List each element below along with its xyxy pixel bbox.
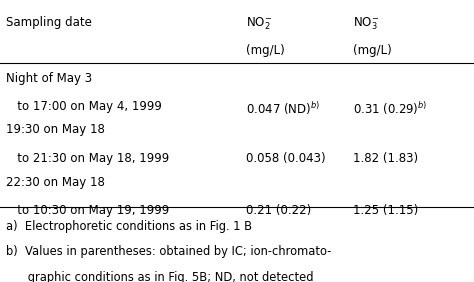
Text: 1.82 (1.83): 1.82 (1.83)	[353, 152, 418, 165]
Text: to 17:00 on May 4, 1999: to 17:00 on May 4, 1999	[6, 100, 162, 113]
Text: 22:30 on May 18: 22:30 on May 18	[6, 176, 105, 189]
Text: (mg/L): (mg/L)	[246, 44, 285, 57]
Text: Night of May 3: Night of May 3	[6, 72, 92, 85]
Text: 19:30 on May 18: 19:30 on May 18	[6, 123, 105, 136]
Text: a)  Electrophoretic conditions as in Fig. 1 B: a) Electrophoretic conditions as in Fig.…	[6, 220, 252, 233]
Text: 0.21 (0.22): 0.21 (0.22)	[246, 204, 312, 217]
Text: 1.25 (1.15): 1.25 (1.15)	[353, 204, 419, 217]
Text: graphic conditions as in Fig. 5B; ND, not detected: graphic conditions as in Fig. 5B; ND, no…	[6, 271, 313, 282]
Text: to 21:30 on May 18, 1999: to 21:30 on May 18, 1999	[6, 152, 169, 165]
Text: to 10:30 on May 19, 1999: to 10:30 on May 19, 1999	[6, 204, 169, 217]
Text: 0.058 (0.043): 0.058 (0.043)	[246, 152, 326, 165]
Text: 0.047 (ND)$^{b)}$: 0.047 (ND)$^{b)}$	[246, 100, 320, 117]
Text: Sampling date: Sampling date	[6, 16, 91, 28]
Text: (mg/L): (mg/L)	[353, 44, 392, 57]
Text: 0.31 (0.29)$^{b)}$: 0.31 (0.29)$^{b)}$	[353, 100, 428, 117]
Text: NO$_3^{-}$: NO$_3^{-}$	[353, 16, 379, 32]
Text: NO$_2^{-}$: NO$_2^{-}$	[246, 16, 273, 32]
Text: b)  Values in parentheses: obtained by IC; ion-chromato-: b) Values in parentheses: obtained by IC…	[6, 245, 331, 258]
